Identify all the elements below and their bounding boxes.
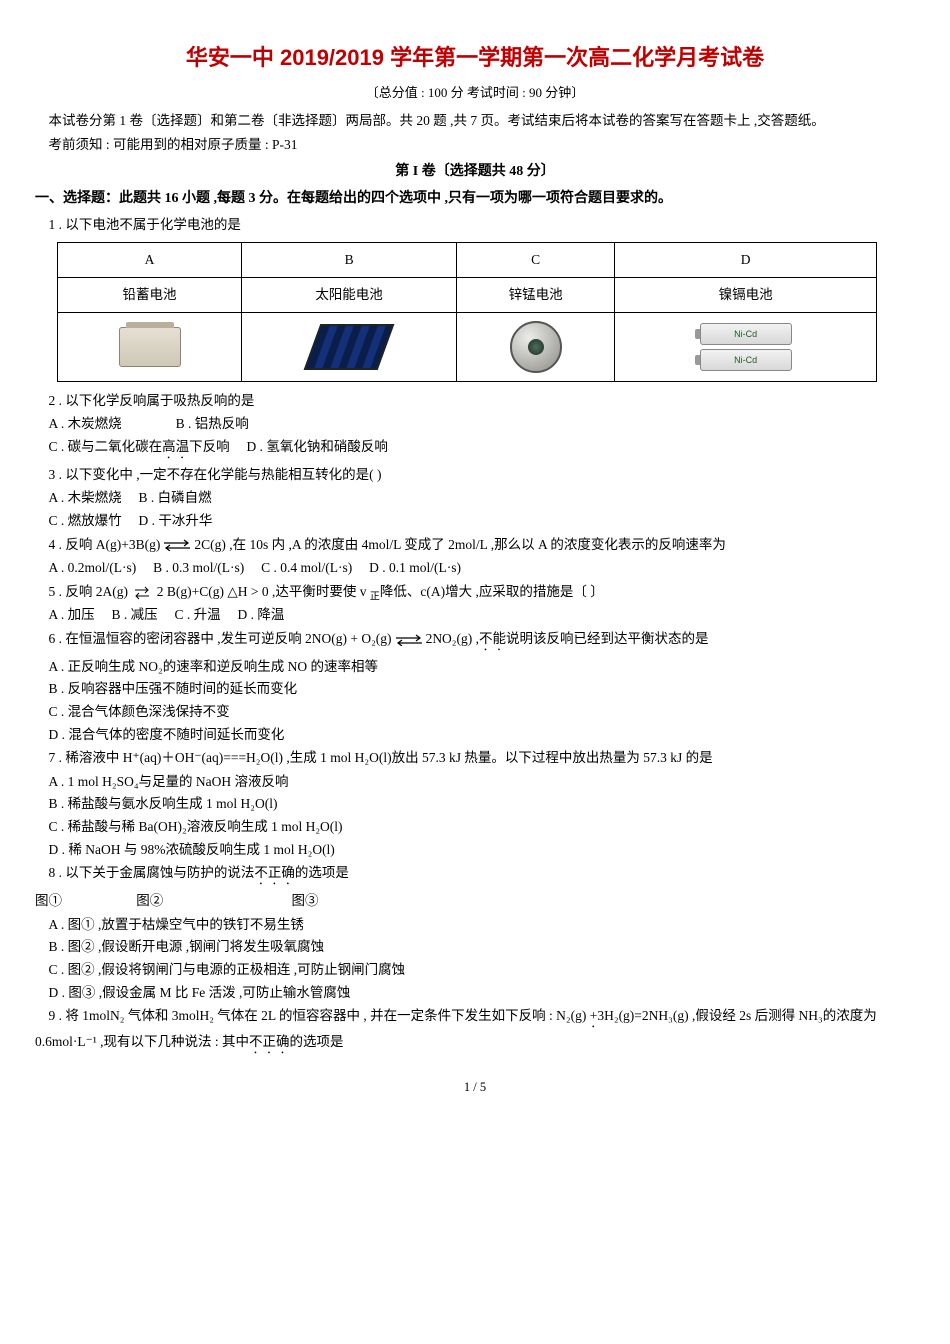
q2-opt-c-pre: C . 碳与二氧化碳在	[49, 439, 163, 454]
q3-opt-c: C . 燃放爆竹	[49, 513, 122, 528]
q5-sub: 正	[370, 591, 380, 602]
q5-pre: 5 . 反响 2A(g)	[49, 584, 132, 599]
q7-opt-c: C . 稀盐酸与稀 Ba(OH)₂溶液反响生成 1 mol H₂O(l)	[35, 816, 915, 838]
q2-opt-c-post: 下反响	[189, 439, 230, 454]
q4-opt-c: C . 0.4 mol/(L·s)	[261, 560, 352, 575]
q5-opt-d: D . 降温	[238, 607, 285, 622]
table-row: A B C D	[58, 242, 877, 277]
q5-mid: 2 B(g)+C(g) △H > 0 ,达平衡时要使 v	[153, 584, 369, 599]
q5-opt-c: C . 升温	[175, 607, 221, 622]
q6-text: 6 . 在恒温恒容的密闭容器中 ,发生可逆反响 2NO(g) + O₂(g) 2N…	[35, 628, 915, 654]
q8-text: 8 . 以下关于金属腐蚀与防护的说法不正确的选项是	[35, 862, 915, 888]
q4-post: 2C(g) ,在 10s 内 ,A 的浓度由 4mol/L 变成了 2mol/L…	[194, 537, 726, 552]
exam-title: 华安一中 2019/2019 学年第一学期第一次高二化学月考试卷	[35, 40, 915, 75]
table-row: 铅蓄电池 太阳能电池 锌锰电池 镍镉电池	[58, 277, 877, 312]
q1-table: A B C D 铅蓄电池 太阳能电池 锌锰电池 镍镉电池 Ni-Cd	[57, 242, 877, 382]
q6-opt-a: A . 正反响生成 NO₂的速率和逆反响生成 NO 的速率相等	[35, 656, 915, 678]
q2-text: 2 . 以下化学反响属于吸热反响的是	[35, 390, 915, 412]
q2-row2: C . 碳与二氧化碳在高温下反响 D . 氢氧化钠和硝酸反响	[35, 436, 915, 462]
part-1-title: 一、选择题：此题共 16 小题 ,每题 3 分。在每题给出的四个选项中 ,只有一…	[35, 188, 915, 210]
q3-opt-a: A . 木柴燃烧	[49, 490, 122, 505]
q2-opt-b: B . 铝热反响	[176, 416, 249, 431]
q6-opt-b: B . 反响容器中压强不随时间的延长而变化	[35, 678, 915, 700]
q5-text: 5 . 反响 2A(g) 2 B(g)+C(g) △H > 0 ,达平衡时要使 …	[35, 581, 915, 603]
nicd-cell-1: Ni-Cd	[700, 323, 792, 345]
nicd-cell-2: Ni-Cd	[700, 349, 792, 371]
q5-opts: A . 加压 B . 减压 C . 升温 D . 降温	[35, 604, 915, 626]
q1-head-d: D	[615, 242, 877, 277]
q5-post: 降低、c(A)增大 ,应采取的措施是〔 〕	[380, 584, 604, 599]
q5-opt-b: B . 减压	[112, 607, 158, 622]
q1-img-d: Ni-Cd Ni-Cd	[615, 312, 877, 381]
q5-opt-a: A . 加压	[49, 607, 95, 622]
section-1-heading: 第 I 卷〔选择题共 48 分〕	[35, 161, 915, 183]
q1-label-d: 镍镉电池	[615, 277, 877, 312]
q6-pre: 6 . 在恒温恒容的密闭容器中 ,发生可逆反响 2NO(g) + O₂(g)	[49, 631, 392, 646]
q4-pre: 4 . 反响 A(g)+3B(g)	[49, 537, 161, 552]
equilibrium-arrow-icon	[394, 634, 424, 646]
q1-head-c: C	[457, 242, 615, 277]
q7-opt-b: B . 稀盐酸与氨水反响生成 1 mol H₂O(l)	[35, 793, 915, 815]
intro-line-2: 考前须知 : 可能用到的相对原子质量 : P-31	[35, 134, 915, 156]
q1-label-b: 太阳能电池	[242, 277, 457, 312]
q3-opt-b: B . 白磷自燃	[139, 490, 212, 505]
q3-row2: C . 燃放爆竹 D . 干冰升华	[35, 510, 915, 532]
q4-opt-a: A . 0.2mol/(L·s)	[49, 560, 137, 575]
q2-opt-d: D . 氢氧化钠和硝酸反响	[247, 439, 388, 454]
table-row: Ni-Cd Ni-Cd	[58, 312, 877, 381]
q6-emph: 不能	[479, 631, 506, 646]
lead-acid-battery-icon	[119, 327, 181, 367]
q8-opt-c: C . 图② ,假设将钢闸门与电源的正极相连 ,可防止钢闸门腐蚀	[35, 959, 915, 981]
q4-opt-b: B . 0.3 mol/(L·s)	[153, 560, 244, 575]
q1-head-a: A	[58, 242, 242, 277]
q4-text: 4 . 反响 A(g)+3B(g) 2C(g) ,在 10s 内 ,A 的浓度由 …	[35, 534, 915, 556]
q1-img-a	[58, 312, 242, 381]
q6-mid: 2NO₂(g) ,	[426, 631, 479, 646]
q9-text: 9 . 将 1molN₂ 气体和 3molH₂ 气体在 2L 的恒容容器中 , …	[35, 1005, 915, 1057]
q6-post: 说明该反响已经到达平衡状态的是	[506, 631, 709, 646]
page-footer: 1 / 5	[35, 1077, 915, 1097]
q9-pre: 9 . 将 1molN₂ 气体和 3molH₂ 气体在 2L 的恒容容器中 , …	[49, 1008, 587, 1023]
equilibrium-arrow-icon	[133, 586, 151, 600]
q1-img-c	[457, 312, 615, 381]
q8-emph: 不正确	[254, 865, 295, 880]
q1-text: 1 . 以下电池不属于化学电池的是	[35, 214, 915, 236]
q7-text: 7 . 稀溶液中 H⁺(aq)＋OH⁻(aq)===H₂O(l) ,生成 1 m…	[35, 747, 915, 769]
q2-opt-a: A . 木炭燃烧	[49, 416, 122, 431]
q4-opts: A . 0.2mol/(L·s) B . 0.3 mol/(L·s) C . 0…	[35, 557, 915, 579]
q2-row1: A . 木炭燃烧 B . 铝热反响	[35, 413, 915, 435]
q6-opt-d: D . 混合气体的密度不随时间延长而变化	[35, 724, 915, 746]
q3-text: 3 . 以下变化中 ,一定不存在化学能与热能相互转化的是( )	[35, 464, 915, 486]
q3-row1: A . 木柴燃烧 B . 白磷自燃	[35, 487, 915, 509]
q7-opt-a: A . 1 mol H₂SO₄与足量的 NaOH 溶液反响	[35, 771, 915, 793]
solar-cell-icon	[312, 324, 386, 370]
exam-page: 华安一中 2019/2019 学年第一学期第一次高二化学月考试卷 〔总分值 : …	[0, 0, 950, 1117]
equilibrium-arrow-icon	[162, 539, 192, 551]
q8-post: 的选项是	[295, 865, 349, 880]
q1-label-a: 铅蓄电池	[58, 277, 242, 312]
q8-opt-b: B . 图② ,假设断开电源 ,钢闸门将发生吸氧腐蚀	[35, 936, 915, 958]
exam-subtitle: 〔总分值 : 100 分 考试时间 : 90 分钟〕	[35, 83, 915, 104]
q1-label-c: 锌锰电池	[457, 277, 615, 312]
q8-opt-a: A . 图① ,放置于枯燥空气中的铁钉不易生锈	[35, 914, 915, 936]
nicd-battery-icon: Ni-Cd Ni-Cd	[700, 319, 792, 375]
q9-post: 的选项是	[290, 1034, 344, 1049]
q1-img-b	[242, 312, 457, 381]
q8-pre: 8 . 以下关于金属腐蚀与防护的说法	[49, 865, 255, 880]
q8-figs: 图① 图② 图③	[35, 890, 915, 912]
q4-opt-d: D . 0.1 mol/(L·s)	[369, 560, 461, 575]
q2-opt-c-emph: 高温	[162, 439, 189, 454]
q7-opt-d: D . 稀 NaOH 与 98%浓硫酸反响生成 1 mol H₂O(l)	[35, 839, 915, 861]
intro-line-1: 本试卷分第 1 卷〔选择题〕和第二卷〔非选择题〕两局部。共 20 题 ,共 7 …	[35, 110, 915, 132]
zinc-manganese-battery-icon	[510, 321, 562, 373]
q1-head-b: B	[242, 242, 457, 277]
q9-emph2: 不正确	[249, 1034, 290, 1049]
q3-opt-d: D . 干冰升华	[139, 513, 213, 528]
q6-opt-c: C . 混合气体颜色深浅保持不变	[35, 701, 915, 723]
q8-opt-d: D . 图③ ,假设金属 M 比 Fe 活泼 ,可防止输水管腐蚀	[35, 982, 915, 1004]
